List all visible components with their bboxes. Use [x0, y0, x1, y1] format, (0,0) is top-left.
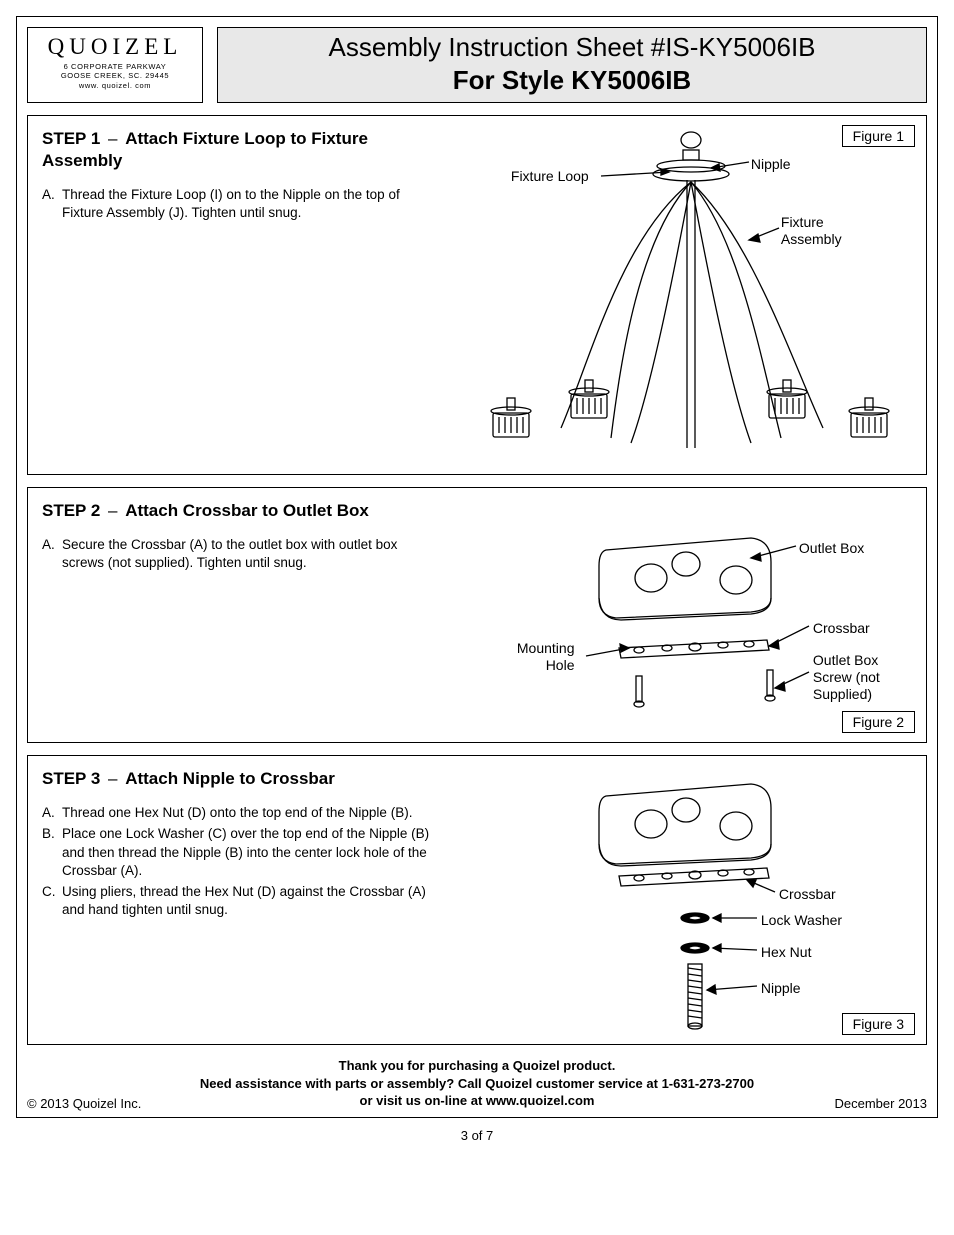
footer-date: December 2013	[835, 1096, 928, 1111]
header-row: QUOIZEL 6 CORPORATE PARKWAY GOOSE CREEK,…	[27, 27, 927, 103]
item-text: Secure the Crossbar (A) to the outlet bo…	[62, 536, 441, 572]
figure-2-svg	[451, 500, 921, 730]
dash: –	[103, 129, 122, 148]
list-item: B. Place one Lock Washer (C) over the to…	[42, 825, 441, 880]
step-1-figure: Figure 1 Fixture Loop Nipple Fixture Ass…	[451, 128, 912, 462]
step-2-label: STEP 2	[42, 501, 100, 520]
page-border: QUOIZEL 6 CORPORATE PARKWAY GOOSE CREEK,…	[16, 16, 938, 1118]
brand-box: QUOIZEL 6 CORPORATE PARKWAY GOOSE CREEK,…	[27, 27, 203, 103]
step-1-title: STEP 1 – Attach Fixture Loop to Fixture …	[42, 128, 441, 172]
item-letter: B.	[42, 825, 62, 880]
item-text: Thread the Fixture Loop (I) on to the Ni…	[62, 186, 441, 222]
item-text: Place one Lock Washer (C) over the top e…	[62, 825, 441, 880]
list-item: A. Thread one Hex Nut (D) onto the top e…	[42, 804, 441, 822]
step-2-figure: Figure 2 Outlet Box Crossbar Mounting Ho…	[451, 500, 912, 730]
item-letter: C.	[42, 883, 62, 919]
dash: –	[103, 769, 122, 788]
step-2-panel: STEP 2 – Attach Crossbar to Outlet Box A…	[27, 487, 927, 743]
footer-line-2: Need assistance with parts or assembly? …	[27, 1075, 927, 1093]
step-2-heading: Attach Crossbar to Outlet Box	[125, 501, 369, 520]
brand-addr-1: 6 CORPORATE PARKWAY	[36, 62, 194, 71]
page-number: 3 of 7	[16, 1128, 938, 1143]
brand-addr-3: www. quoizel. com	[36, 81, 194, 90]
copyright-text: 2013 Quoizel Inc.	[40, 1096, 141, 1111]
dash: –	[103, 501, 122, 520]
item-text: Thread one Hex Nut (D) onto the top end …	[62, 804, 441, 822]
list-item: C. Using pliers, thread the Hex Nut (D) …	[42, 883, 441, 919]
step-1-body: A. Thread the Fixture Loop (I) on to the…	[42, 186, 441, 222]
step-2-text: STEP 2 – Attach Crossbar to Outlet Box A…	[42, 500, 451, 730]
step-1-panel: STEP 1 – Attach Fixture Loop to Fixture …	[27, 115, 927, 475]
footer-line-1: Thank you for purchasing a Quoizel produ…	[27, 1057, 927, 1075]
step-1-label: STEP 1	[42, 129, 100, 148]
step-2-title: STEP 2 – Attach Crossbar to Outlet Box	[42, 500, 441, 522]
step-3-heading: Attach Nipple to Crossbar	[125, 769, 335, 788]
list-item: A. Thread the Fixture Loop (I) on to the…	[42, 186, 441, 222]
step-3-label: STEP 3	[42, 769, 100, 788]
step-3-text: STEP 3 – Attach Nipple to Crossbar A. Th…	[42, 768, 451, 1032]
step-1-text: STEP 1 – Attach Fixture Loop to Fixture …	[42, 128, 451, 462]
step-3-title: STEP 3 – Attach Nipple to Crossbar	[42, 768, 441, 790]
step-3-body: A. Thread one Hex Nut (D) onto the top e…	[42, 804, 441, 919]
footer-copyright: © 2013 Quoizel Inc.	[27, 1096, 141, 1111]
title-line-1: Assembly Instruction Sheet #IS-KY5006IB	[222, 32, 922, 63]
figure-3-svg	[451, 768, 921, 1038]
brand-addr-2: GOOSE CREEK, SC. 29445	[36, 71, 194, 80]
figure-1-svg	[451, 128, 921, 458]
step-3-panel: STEP 3 – Attach Nipple to Crossbar A. Th…	[27, 755, 927, 1045]
brand-name: QUOIZEL	[36, 34, 194, 60]
item-letter: A.	[42, 186, 62, 222]
item-letter: A.	[42, 804, 62, 822]
step-2-body: A. Secure the Crossbar (A) to the outlet…	[42, 536, 441, 572]
title-box: Assembly Instruction Sheet #IS-KY5006IB …	[217, 27, 927, 103]
step-3-figure: Figure 3 Crossbar Lock Washer Hex Nut Ni…	[451, 768, 912, 1032]
item-text: Using pliers, thread the Hex Nut (D) aga…	[62, 883, 441, 919]
item-letter: A.	[42, 536, 62, 572]
title-line-2: For Style KY5006IB	[222, 65, 922, 96]
list-item: A. Secure the Crossbar (A) to the outlet…	[42, 536, 441, 572]
